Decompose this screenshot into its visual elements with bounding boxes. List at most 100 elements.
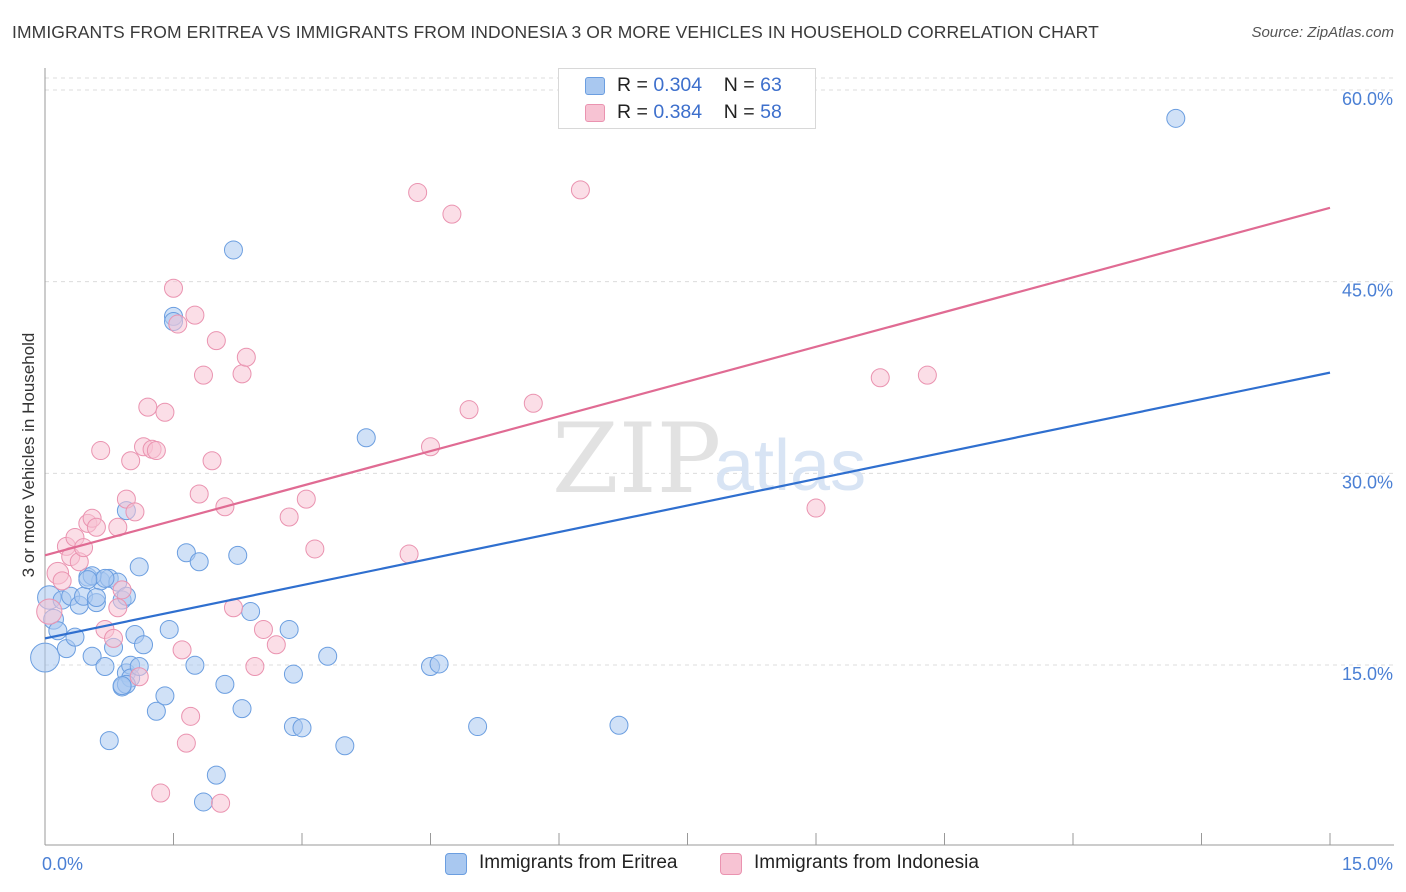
indonesia-point (91, 441, 111, 461)
eritrea-point (185, 655, 205, 675)
indonesia-point (570, 180, 590, 200)
eritrea-point (292, 718, 312, 738)
indonesia-point (266, 635, 286, 655)
indonesia-point (870, 368, 890, 388)
eritrea-point (193, 792, 213, 812)
chart-title: IMMIGRANTS FROM ERITREA VS IMMIGRANTS FR… (12, 22, 1099, 42)
indonesia-point (236, 347, 256, 367)
indonesia-point (806, 498, 826, 518)
indonesia-point (146, 441, 166, 461)
eritrea-point (335, 736, 355, 756)
indonesia-point (253, 619, 273, 639)
trendlines (44, 206, 1331, 640)
indonesia-point (917, 365, 937, 385)
eritrea-point (228, 545, 248, 565)
indonesia-point (172, 640, 192, 660)
eritrea-point (318, 646, 338, 666)
eritrea-trendline (44, 371, 1331, 640)
eritrea-point (468, 717, 488, 737)
axes (44, 68, 1394, 846)
legend-r-label: R = (617, 74, 654, 96)
indonesia-point (245, 657, 265, 676)
indonesia-trendline (44, 206, 1331, 557)
y-tick-label: 45.0% (1342, 281, 1393, 301)
x-tick-label-min: 0.0% (42, 854, 83, 874)
y-tick-label: 30.0% (1342, 472, 1393, 492)
indonesia-point (176, 733, 196, 753)
bottom-legend-label-indonesia: Immigrants from Indonesia (754, 852, 979, 873)
indonesia-point (121, 451, 141, 471)
indonesia-point (206, 331, 226, 351)
legend-n-label: N = (723, 101, 761, 123)
indonesia-point (523, 393, 543, 413)
eritrea-point (232, 699, 252, 719)
watermark: ZIP atlas (552, 403, 866, 515)
x-tick-marks (173, 833, 1331, 845)
eritrea-point (82, 646, 102, 666)
indonesia-point (151, 783, 171, 803)
indonesia-point (211, 793, 231, 813)
indonesia-point (189, 484, 209, 504)
indonesia-point (185, 305, 205, 325)
eritrea-point (86, 588, 106, 607)
eritrea-point (189, 552, 209, 572)
source-label: Source: ZipAtlas.com (1251, 24, 1394, 41)
indonesia-point (305, 539, 325, 559)
eritrea-point (429, 654, 449, 674)
legend-r-value: 0.384 (653, 101, 703, 123)
eritrea-point (241, 602, 261, 622)
watermark-atlas: atlas (714, 426, 866, 506)
indonesia-point (296, 489, 316, 509)
eritrea-point (159, 619, 179, 639)
indonesia-point (108, 598, 128, 618)
indonesia-point (232, 364, 252, 384)
y-tick-label: 15.0% (1342, 664, 1393, 684)
indonesia-point (279, 507, 299, 527)
indonesia-points (36, 180, 937, 813)
indonesia-point (168, 314, 188, 334)
indonesia-point (112, 580, 132, 600)
eritrea-point (215, 674, 235, 694)
bottom-legend-swatch-eritrea (445, 853, 467, 875)
eritrea-point (78, 570, 98, 590)
eritrea-point (609, 715, 629, 735)
indonesia-point (125, 502, 145, 522)
eritrea-point (95, 657, 115, 676)
watermark-zip: ZIP (552, 403, 721, 515)
legend-swatch-indonesia (585, 104, 605, 122)
indonesia-point (442, 204, 462, 224)
indonesia-point (52, 571, 72, 591)
eritrea-point (206, 765, 226, 785)
bottom-legend-label-eritrea: Immigrants from Eritrea (479, 852, 678, 873)
eritrea-point (356, 428, 376, 448)
legend-r-label: R = (617, 101, 654, 123)
y-tick-label: 60.0% (1342, 89, 1393, 109)
legend-n-value: 63 (760, 74, 782, 96)
eritrea-point (279, 619, 299, 639)
eritrea-point (129, 557, 149, 577)
eritrea-point (30, 642, 60, 673)
indonesia-point (129, 667, 149, 687)
indonesia-point (155, 402, 175, 422)
indonesia-point (104, 628, 124, 648)
eritrea-point (112, 676, 132, 696)
indonesia-point (202, 451, 222, 471)
legend-n-label: N = (723, 74, 761, 96)
indonesia-point (193, 365, 213, 385)
eritrea-point (1166, 108, 1186, 128)
indonesia-point (86, 517, 106, 537)
eritrea-point (223, 240, 243, 260)
eritrea-point (155, 686, 175, 706)
stats-legend: R = 0.304 N = 63 R = 0.384 N = 58 (558, 68, 816, 129)
indonesia-point (36, 598, 63, 625)
eritrea-point (95, 568, 115, 588)
indonesia-point (399, 544, 419, 564)
indonesia-point (164, 278, 183, 298)
indonesia-point (459, 400, 479, 420)
eritrea-point (146, 701, 166, 721)
x-tick-label-max: 15.0% (1342, 854, 1393, 874)
eritrea-point (99, 731, 119, 751)
indonesia-point (181, 706, 201, 726)
indonesia-point (408, 182, 428, 202)
